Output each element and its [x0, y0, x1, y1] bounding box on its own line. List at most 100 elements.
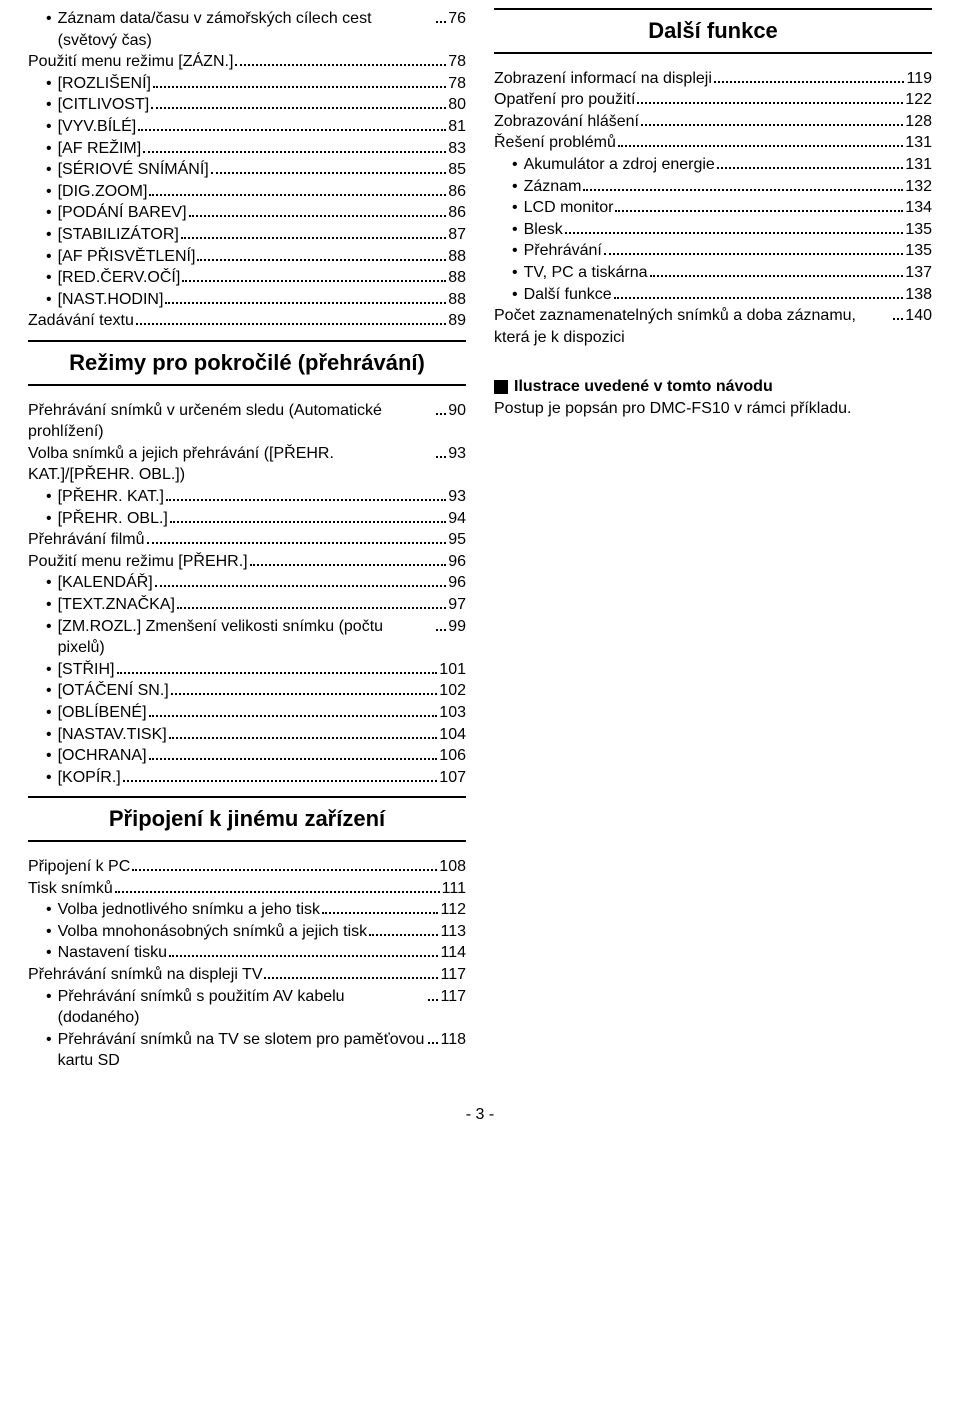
toc-label: Záznam data/času v zámořských cílech ces…: [58, 8, 435, 51]
toc-page-number: 114: [440, 942, 466, 964]
toc-page-number: 102: [439, 680, 466, 702]
toc-entry: [STABILIZÁTOR]87: [28, 224, 466, 246]
toc-page-number: 94: [448, 508, 466, 530]
toc-entry: Volba snímků a jejich přehrávání ([PŘEHR…: [28, 443, 466, 486]
toc-label: Záznam: [524, 176, 582, 198]
toc-page-number: 83: [448, 138, 466, 160]
toc-label: [PŘEHR. KAT.]: [58, 486, 164, 508]
note-title: Ilustrace uvedené v tomto návodu: [494, 376, 932, 398]
toc-entry: [KOPÍR.]107: [28, 767, 466, 789]
toc-label: [TEXT.ZNAČKA]: [58, 594, 175, 616]
toc-page-number: 140: [905, 305, 932, 327]
toc-leader-dots: [181, 225, 446, 239]
toc-entry: [PODÁNÍ BAREV] 86: [28, 202, 466, 224]
toc-entry: Opatření pro použití 122: [494, 89, 932, 111]
toc-entry: Záznam132: [494, 176, 932, 198]
toc-label: [DIG.ZOOM]: [58, 181, 148, 203]
toc-page-number: 93: [448, 486, 466, 508]
toc-label: Připojení k PC: [28, 856, 130, 878]
toc-leader-dots: [189, 203, 447, 217]
toc-entry: Přehrávání135: [494, 240, 932, 262]
toc-label: Použití menu režimu [ZÁZN.]: [28, 51, 233, 73]
toc-entry: LCD monitor134: [494, 197, 932, 219]
toc-label: [OCHRANA]: [58, 745, 147, 767]
toc-label: [PODÁNÍ BAREV]: [58, 202, 187, 224]
toc-page-number: 93: [448, 443, 466, 465]
toc-entry: [STŘIH] 101: [28, 659, 466, 681]
toc-leader-dots: [117, 659, 438, 673]
toc-page-number: 122: [905, 89, 932, 111]
section-heading-connection: Připojení k jinému zařízení: [28, 796, 466, 842]
toc-leader-dots: [182, 268, 446, 282]
toc-entry: Řešení problémů131: [494, 132, 932, 154]
toc-leader-dots: [428, 986, 438, 1000]
toc-leader-dots: [604, 241, 903, 255]
toc-entry: Záznam data/času v zámořských cílech ces…: [28, 8, 466, 51]
toc-page-number: 88: [448, 246, 466, 268]
toc-leader-dots: [583, 176, 903, 190]
toc-page-number: 78: [448, 73, 466, 95]
toc-page-number: 106: [439, 745, 466, 767]
toc-page-number: 86: [448, 202, 466, 224]
toc-leader-dots: [369, 921, 438, 935]
toc-page-number: 96: [448, 572, 466, 594]
toc-page-number: 117: [440, 964, 466, 986]
toc-label: Volba jednotlivého snímku a jeho tisk: [58, 899, 320, 921]
toc-label: Tisk snímků: [28, 878, 113, 900]
toc-leader-dots: [250, 551, 447, 565]
toc-leader-dots: [132, 857, 437, 871]
toc-page-number: 137: [905, 262, 932, 284]
toc-label: Počet zaznamenatelných snímků a doba záz…: [494, 305, 891, 348]
toc-entry: Zobrazování hlášení128: [494, 111, 932, 133]
toc-entry: Přehrávání snímků s použitím AV kabelu (…: [28, 986, 466, 1029]
toc-entry: [AF PŘISVĚTLENÍ] 88: [28, 246, 466, 268]
toc-entry: [RED.ČERV.OČÍ]88: [28, 267, 466, 289]
toc-leader-dots: [170, 508, 446, 522]
toc-label: Přehrávání snímků s použitím AV kabelu (…: [58, 986, 427, 1029]
toc-label: [AF PŘISVĚTLENÍ]: [58, 246, 196, 268]
toc-entry: [OTÁČENÍ SN.] 102: [28, 680, 466, 702]
section-heading-playback: Režimy pro pokročilé (přehrávání): [28, 340, 466, 386]
toc-page-number: 97: [448, 594, 466, 616]
toc-label: [OTÁČENÍ SN.]: [58, 680, 169, 702]
toc-entry: Počet zaznamenatelných snímků a doba záz…: [494, 305, 932, 348]
toc-leader-dots: [149, 746, 438, 760]
toc-page-number: 112: [440, 899, 466, 921]
toc-label: [RED.ČERV.OČÍ]: [58, 267, 181, 289]
toc-leader-dots: [618, 133, 903, 147]
toc-label: Přehrávání snímků na TV se slotem pro pa…: [58, 1029, 427, 1072]
toc-entry: [NAST.HODIN]88: [28, 289, 466, 311]
note-box: Ilustrace uvedené v tomto návodu Postup …: [494, 376, 932, 419]
toc-leader-dots: [650, 263, 904, 277]
toc-leader-dots: [436, 400, 446, 414]
toc-label: [STŘIH]: [58, 659, 115, 681]
toc-label: Opatření pro použití: [494, 89, 635, 111]
toc-label: [NASTAV.TISK]: [58, 724, 167, 746]
section-heading-other: Další funkce: [494, 8, 932, 54]
toc-label: [AF REŽIM]: [58, 138, 142, 160]
toc-page-number: 134: [905, 197, 932, 219]
toc-page-number: 111: [442, 878, 466, 900]
toc-page-number: 113: [440, 921, 466, 943]
toc-label: Další funkce: [524, 284, 612, 306]
toc-leader-dots: [165, 289, 446, 303]
toc-leader-dots: [714, 68, 905, 82]
toc-entry: Akumulátor a zdroj energie131: [494, 154, 932, 176]
toc-page-number: 135: [905, 240, 932, 262]
toc-page-number: 101: [439, 659, 466, 681]
toc-label: TV, PC a tiskárna: [524, 262, 648, 284]
toc-entry: Použití menu režimu [ZÁZN.]78: [28, 51, 466, 73]
toc-entry: [KALENDÁŘ]96: [28, 572, 466, 594]
toc-leader-dots: [153, 73, 446, 87]
toc-label: Zobrazování hlášení: [494, 111, 639, 133]
toc-leader-dots: [136, 311, 446, 325]
toc-label: Volba snímků a jejich přehrávání ([PŘEHR…: [28, 443, 434, 486]
toc-label: Zobrazení informací na displeji: [494, 68, 712, 90]
toc-page-number: 108: [439, 856, 466, 878]
toc-entry: Tisk snímků 111: [28, 878, 466, 900]
toc-leader-dots: [264, 965, 438, 979]
toc-label: Přehrávání snímků na displeji TV: [28, 964, 262, 986]
toc-label: [SÉRIOVÉ SNÍMÁNÍ]: [58, 159, 209, 181]
toc-leader-dots: [149, 181, 446, 195]
toc-entry: [OCHRANA] 106: [28, 745, 466, 767]
